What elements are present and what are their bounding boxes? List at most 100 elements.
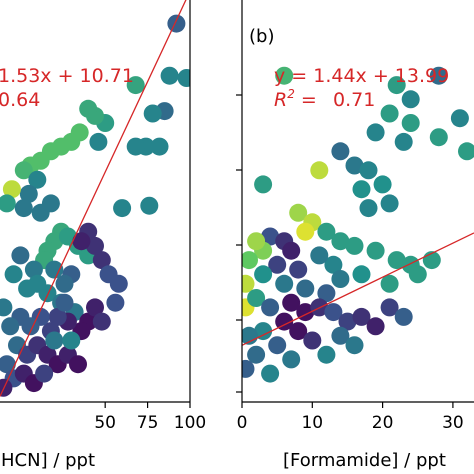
- panel-b-x-axis-label: [Formamide] / ppt: [283, 450, 446, 471]
- data-point: [268, 255, 287, 274]
- data-point: [89, 132, 108, 151]
- data-point: [289, 203, 308, 222]
- data-point: [331, 232, 350, 251]
- data-point: [268, 336, 287, 355]
- data-point: [143, 104, 162, 123]
- data-point: [345, 236, 364, 255]
- panel-b-label: (b): [249, 26, 274, 47]
- panel-b: (b) y = 1.44x + 13.99 R2 = 0.71 0 10 20 30 …: [236, 0, 474, 471]
- data-point: [275, 66, 294, 85]
- panel-b-equation-line2: 0.71: [333, 89, 375, 111]
- data-point: [45, 260, 64, 279]
- data-point: [289, 322, 308, 341]
- panel-a-equation-line2: 0.64: [0, 89, 40, 111]
- data-point: [261, 227, 280, 246]
- data-point: [352, 265, 371, 284]
- data-point: [2, 180, 21, 199]
- data-point: [366, 241, 385, 260]
- data-point: [55, 293, 74, 312]
- data-point: [92, 251, 111, 270]
- x-tick-label: 30: [442, 413, 464, 433]
- data-point: [352, 307, 371, 326]
- data-point: [247, 345, 266, 364]
- data-point: [247, 289, 266, 307]
- data-point: [359, 199, 378, 218]
- panel-a-x-ticks: 50 75 100: [94, 402, 206, 433]
- data-point: [242, 274, 255, 293]
- data-point: [41, 194, 60, 213]
- data-point: [310, 161, 329, 180]
- data-point: [177, 69, 190, 87]
- data-point: [0, 194, 16, 213]
- data-point: [55, 274, 74, 293]
- data-point: [0, 378, 13, 397]
- data-point: [359, 161, 378, 180]
- data-point: [4, 265, 23, 284]
- data-point: [11, 246, 30, 265]
- data-point: [19, 184, 38, 203]
- data-point: [92, 312, 111, 331]
- data-point: [150, 137, 169, 156]
- data-point: [352, 180, 371, 199]
- data-point: [79, 99, 98, 118]
- data-point: [86, 298, 104, 317]
- data-point: [113, 199, 132, 218]
- panel-b-equation-line1: y = 1.44x + 13.99: [274, 65, 449, 87]
- data-point: [1, 317, 20, 336]
- data-point: [387, 76, 406, 95]
- panel-a-fit-line: [0, 0, 187, 397]
- data-point: [317, 284, 336, 303]
- data-point: [282, 241, 301, 260]
- data-point: [450, 109, 469, 128]
- data-point: [160, 66, 179, 85]
- data-point: [331, 142, 350, 161]
- data-point: [109, 274, 128, 293]
- data-point: [247, 232, 266, 251]
- x-tick-label: 0: [237, 413, 248, 433]
- data-point: [303, 331, 322, 350]
- data-point: [331, 326, 350, 345]
- data-point: [275, 312, 294, 331]
- data-point: [14, 199, 33, 218]
- data-point: [72, 232, 91, 251]
- data-point: [401, 90, 420, 109]
- data-point: [275, 274, 294, 293]
- data-point: [317, 345, 336, 364]
- data-point: [261, 364, 280, 383]
- data-point: [324, 303, 343, 322]
- data-point: [310, 246, 329, 265]
- data-point: [254, 322, 273, 341]
- data-point: [366, 317, 385, 336]
- panel-a-x-axis-label: [HCN] / ppt: [0, 450, 95, 471]
- data-point: [324, 255, 343, 274]
- data-point: [282, 350, 301, 369]
- data-point: [24, 260, 43, 279]
- data-point: [429, 66, 448, 85]
- data-point: [242, 251, 258, 270]
- panel-b-points: [242, 66, 474, 383]
- x-tick-label: 50: [94, 413, 116, 433]
- data-point: [331, 270, 350, 288]
- data-point: [45, 331, 64, 350]
- data-point: [345, 336, 364, 355]
- data-point: [14, 161, 33, 180]
- data-point: [338, 312, 357, 331]
- data-point: [167, 14, 186, 33]
- data-point: [254, 175, 273, 194]
- data-point: [296, 279, 315, 298]
- data-point: [345, 156, 364, 175]
- data-point: [126, 137, 145, 156]
- data-point: [86, 236, 104, 255]
- data-point: [394, 132, 413, 151]
- data-point: [69, 355, 87, 374]
- data-point: [0, 355, 16, 374]
- data-point: [289, 260, 308, 279]
- data-point: [380, 274, 399, 293]
- data-point: [242, 326, 258, 345]
- data-point: [296, 222, 315, 241]
- data-point: [401, 114, 420, 132]
- x-tick-label: 75: [137, 413, 159, 433]
- data-point: [380, 104, 399, 123]
- data-point: [35, 364, 54, 383]
